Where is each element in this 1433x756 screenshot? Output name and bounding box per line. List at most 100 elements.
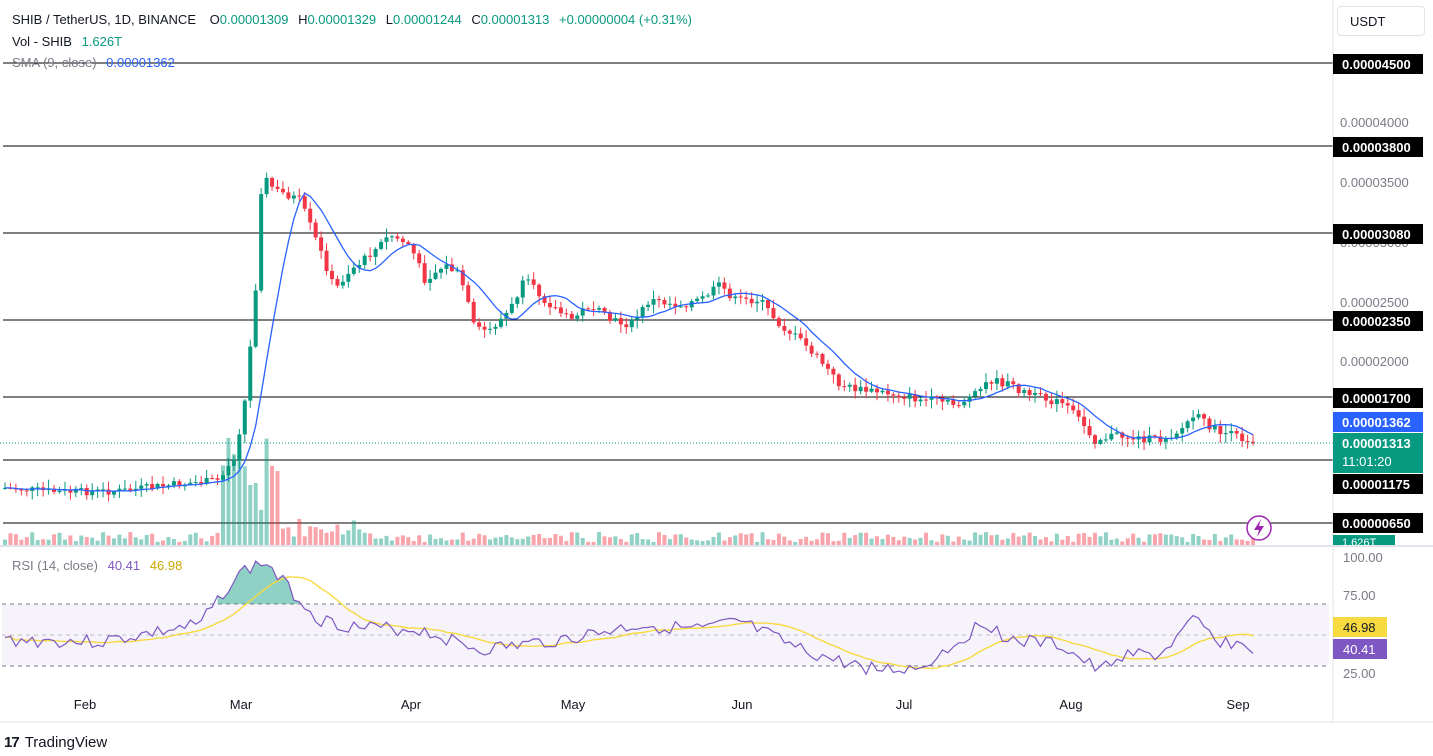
candle-body (744, 297, 749, 299)
candle-body (907, 394, 912, 399)
level-label: 0.00001700 (1342, 391, 1411, 406)
candle-body (1120, 432, 1125, 438)
volume-bar (1082, 533, 1087, 545)
open-label: O (209, 12, 220, 27)
symbol-title[interactable]: SHIB / TetherUS, 1D, BINANCE (12, 12, 196, 27)
tradingview-logo[interactable]: 17 TradingView (4, 734, 107, 751)
candle-body (727, 288, 732, 299)
volume-bar (558, 535, 563, 545)
candle-body (934, 396, 939, 398)
candle-body (684, 306, 689, 308)
candle-body (439, 268, 443, 273)
candle-body (444, 264, 449, 269)
volume-bar (139, 539, 144, 545)
volume-bar (422, 541, 427, 545)
volume-bar (35, 540, 40, 545)
volume-bar (133, 537, 138, 545)
rsi-legend[interactable]: RSI (14, close) 40.41 46.98 (12, 558, 182, 573)
candle-body (264, 177, 269, 195)
price-tick: 0.00002500 (1340, 295, 1409, 310)
volume-bar (1229, 534, 1234, 545)
sma-legend[interactable]: SMA (9, close) 0.00001362 (12, 55, 175, 70)
volume-bar (471, 538, 476, 545)
candle-body (57, 490, 62, 492)
sma-value: 0.00001362 (106, 55, 175, 70)
volume-bar (1120, 541, 1125, 545)
volume-legend[interactable]: Vol - SHIB 1.626T (12, 34, 122, 49)
close-label: C (471, 12, 481, 27)
tradingview-logo-icon: 17 (4, 734, 20, 751)
countdown-label: 11:01:20 (1342, 454, 1392, 469)
volume-bar (144, 535, 149, 545)
candle-body (106, 489, 111, 495)
volume-bar (57, 532, 62, 545)
candle-body (793, 333, 798, 335)
volume-bar (439, 538, 443, 545)
candle-body (1000, 378, 1005, 387)
candle-body (967, 396, 972, 402)
candle-body (782, 326, 787, 331)
volume-bar (1218, 540, 1223, 545)
candle-body (864, 386, 869, 392)
candle-body (466, 285, 471, 302)
candle-body (924, 399, 929, 401)
candle-body (531, 279, 536, 285)
candle-body (411, 244, 416, 254)
candle-body (575, 315, 580, 319)
candle-body (678, 306, 683, 308)
volume-bar (509, 537, 514, 545)
volume-bar (231, 454, 236, 545)
volume-bar (477, 533, 482, 545)
volume-bar (155, 541, 160, 545)
candle-body (52, 488, 57, 492)
candle-body (144, 484, 149, 486)
volume-bar (319, 529, 324, 545)
volume-bar (433, 538, 438, 545)
volume-bar (150, 533, 155, 545)
lightning-icon[interactable] (1246, 515, 1272, 541)
candle-body (357, 265, 362, 268)
candle-body (395, 236, 400, 239)
volume-bar (1022, 535, 1027, 545)
volume-bar (891, 536, 896, 545)
volume-bar (1207, 539, 1212, 545)
volume-bar (602, 536, 607, 545)
symbol-legend[interactable]: SHIB / TetherUS, 1D, BINANCE O0.00001309… (12, 12, 692, 27)
volume-bar (989, 535, 994, 545)
volume-bar (106, 535, 111, 545)
volume-bar (297, 518, 302, 545)
candle-body (869, 388, 874, 392)
volume-bar (956, 536, 961, 545)
volume-bar (853, 535, 858, 545)
volume-bar (30, 532, 35, 545)
candle-body (286, 192, 291, 199)
volume-bar (493, 537, 498, 545)
volume-bar (171, 539, 176, 545)
candle-body (324, 250, 329, 272)
rsi-band (2, 604, 1329, 666)
volume-bar (700, 540, 705, 545)
candle-body (842, 386, 847, 388)
candle-body (101, 489, 106, 491)
candle-body (35, 487, 40, 489)
rsi-ma-axis-label: 46.98 (1343, 620, 1376, 635)
volume-bar (798, 538, 803, 545)
time-tick: May (561, 697, 586, 712)
candle-body (280, 188, 285, 193)
volume-bar (1093, 532, 1097, 545)
volume-bar (204, 541, 209, 545)
candle-body (493, 326, 498, 329)
volume-bar (488, 539, 493, 545)
volume-bar (330, 531, 334, 545)
candle-body (68, 489, 73, 493)
candle-body (1142, 436, 1147, 443)
candle-body (771, 308, 776, 319)
currency-button[interactable]: USDT (1337, 6, 1425, 36)
time-tick: Sep (1226, 697, 1249, 712)
candle-body (1098, 439, 1103, 444)
level-label: 0.00003080 (1342, 227, 1411, 242)
candle-body (308, 208, 313, 223)
candle-body (891, 394, 896, 396)
volume-bar (406, 537, 411, 545)
